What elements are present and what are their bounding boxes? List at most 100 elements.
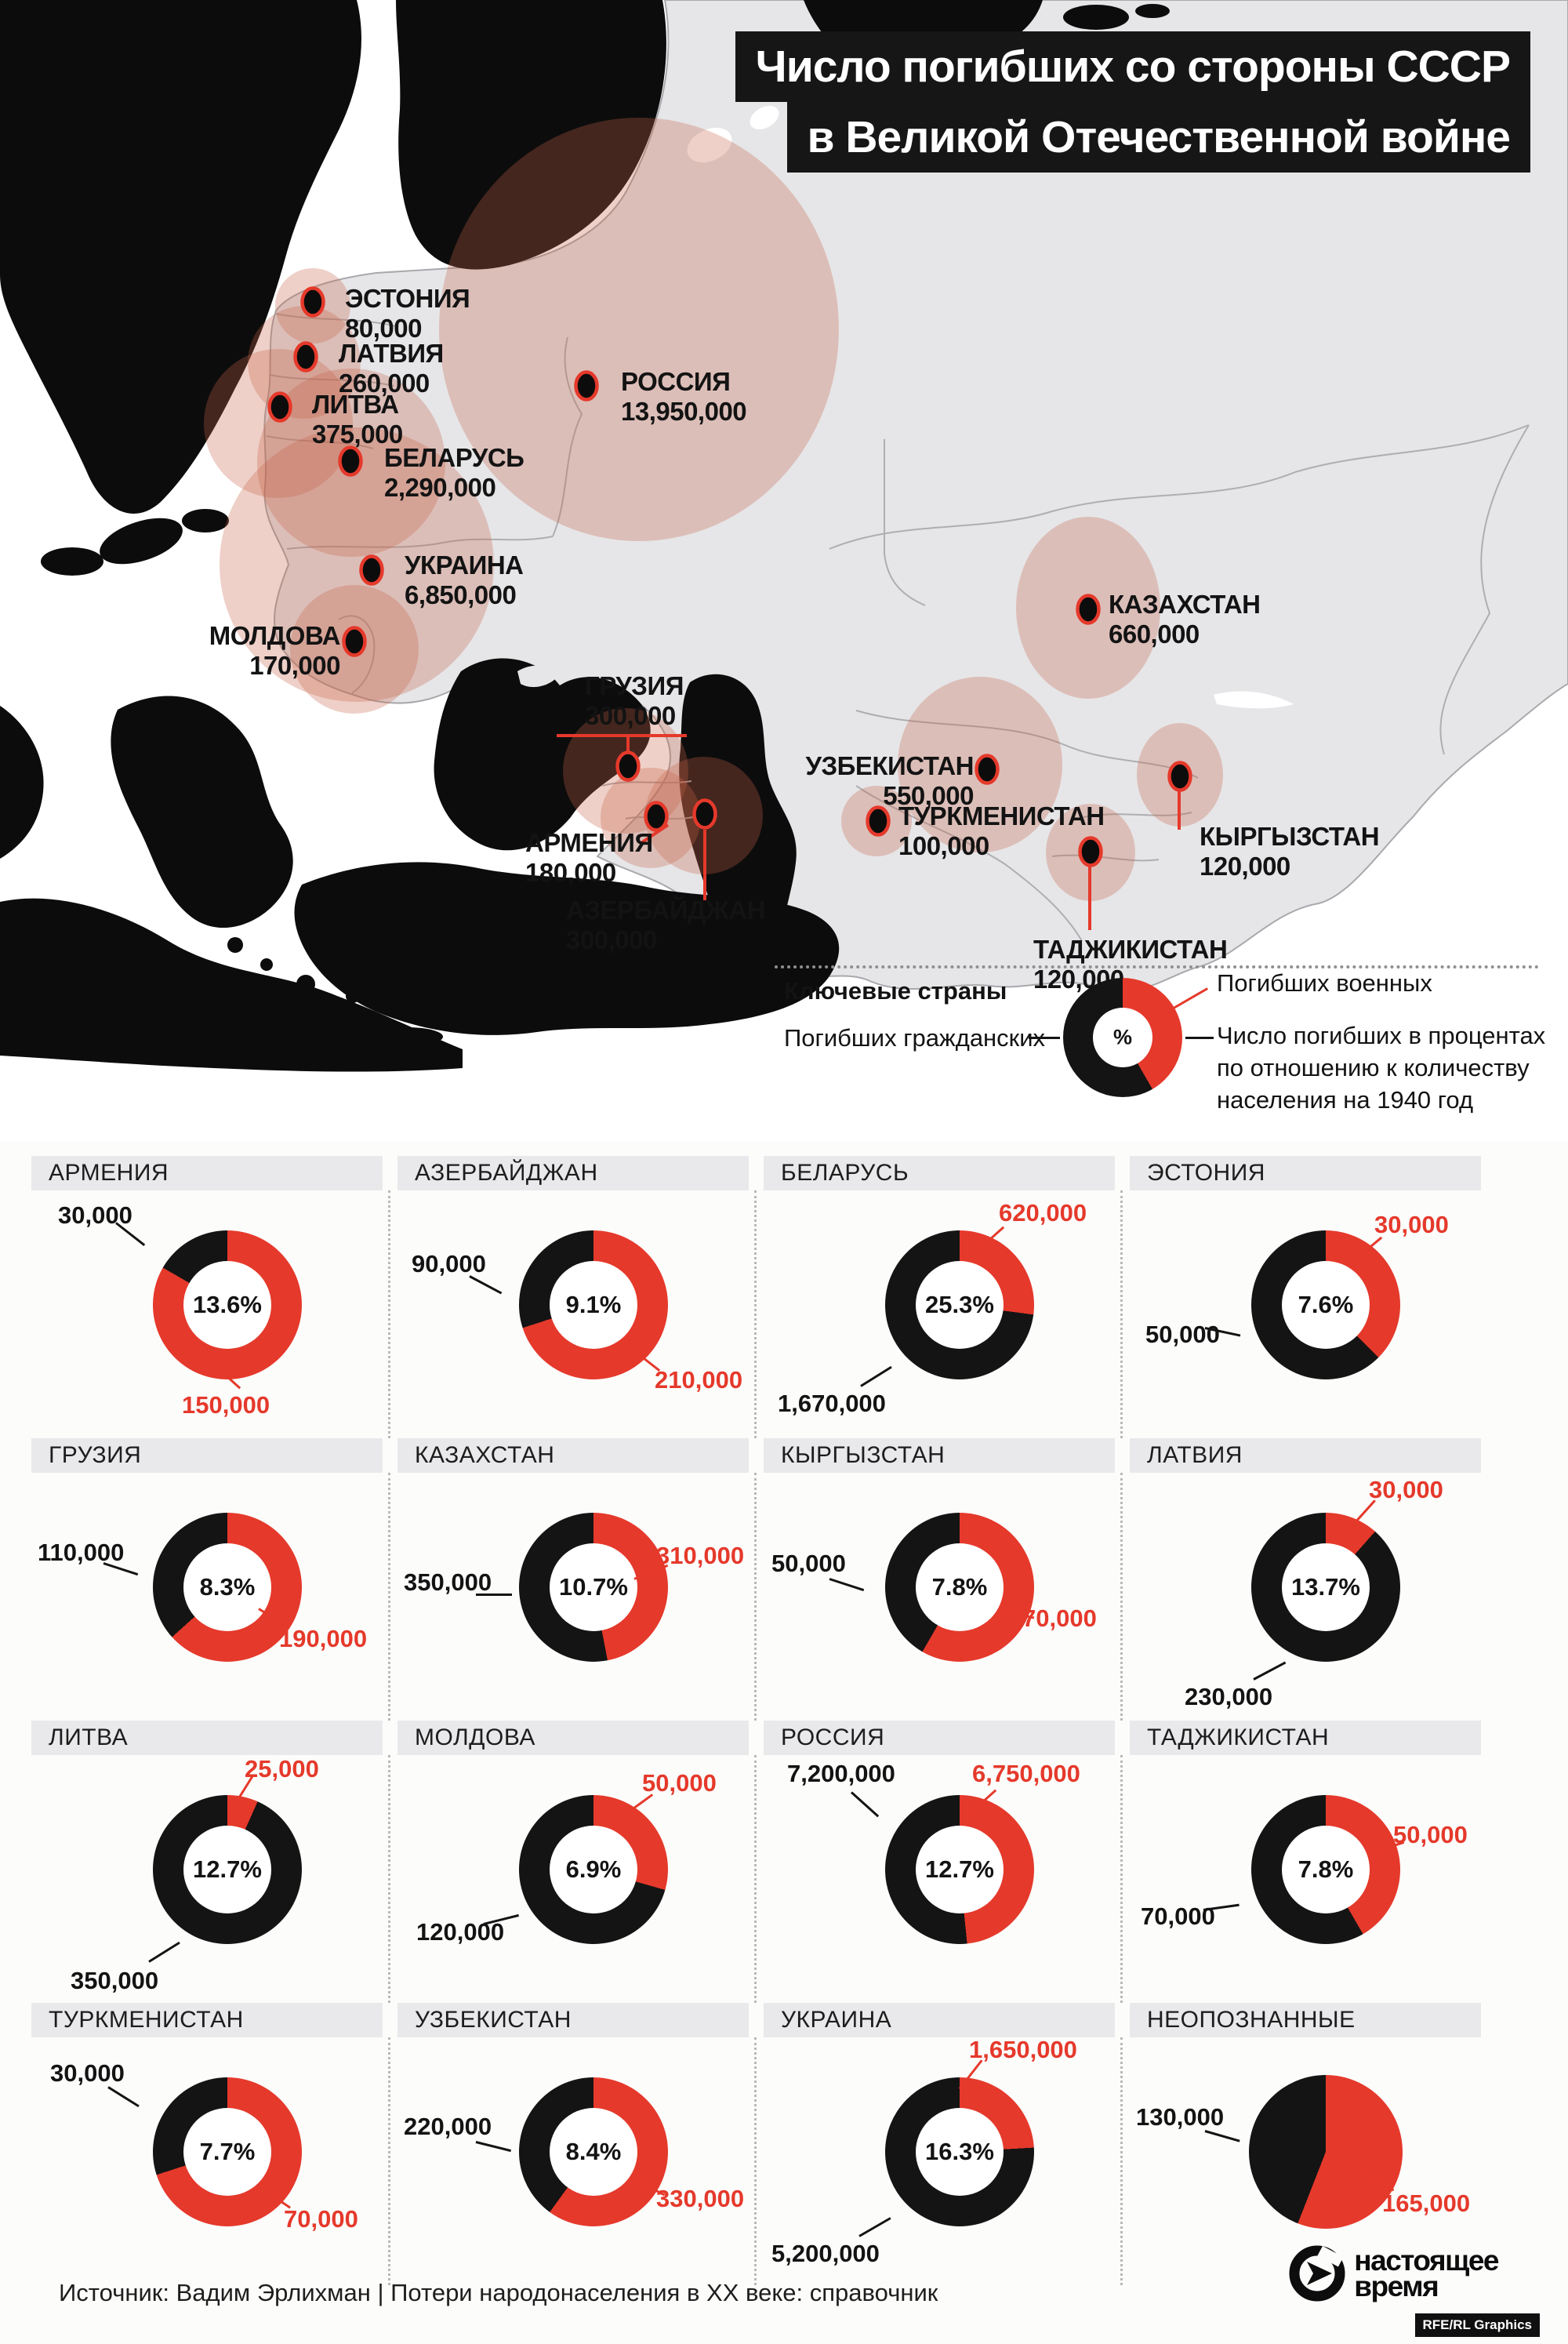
military-value-label: 30,000: [1374, 1211, 1449, 1238]
military-value-label: 30,000: [1369, 1476, 1443, 1503]
leader-line: [1253, 1661, 1287, 1681]
civilian-value-label: 350,000: [404, 1568, 492, 1596]
logo-text: настоящее время: [1354, 2244, 1499, 2302]
map-label-azerbaijan: АЗЕРБАЙДЖАН 300,000: [566, 896, 766, 954]
rferl-credit: RFE/RL Graphics: [1414, 2313, 1540, 2337]
legend-donut-sample: [1063, 978, 1182, 1097]
finland-land: [396, 0, 666, 270]
donut-chart: [519, 1795, 668, 1944]
republic-borders: [266, 313, 1530, 942]
dot-latvia: [293, 341, 318, 372]
pie-chart: [1249, 2075, 1403, 2229]
country-cell-georgia: ГРУЗИЯ 8.3% 110,000 190,000: [31, 1438, 383, 1721]
current-time-logo: настоящее время: [1288, 2244, 1499, 2302]
column-divider: [1120, 1473, 1123, 1721]
military-value-label: 210,000: [655, 1366, 743, 1394]
percent-label: 7.8%: [931, 1573, 988, 1601]
dot-ukraine: [359, 554, 384, 586]
country-cell-unidentified: НЕОПОЗНАННЫЕ 130,000 165,000: [1130, 2003, 1481, 2285]
europe-ussr-map: [0, 0, 1568, 1141]
military-value-label: 620,000: [999, 1199, 1087, 1227]
italy-adriatic: [0, 706, 44, 859]
legend-key-countries: Ключевые страны: [784, 977, 1007, 1005]
leader-line: [107, 2086, 140, 2108]
map-label-estonia: ЭСТОНИЯ 80,000: [345, 284, 470, 343]
percent-label: 8.3%: [199, 1573, 256, 1601]
country-cell-uzbekistan: УЗБЕКИСТАН 8.4% 220,000 330,000: [397, 2003, 749, 2285]
map-label-ukraine: УКРАИНА 6,850,000: [405, 551, 524, 609]
legend-civilian-label: Погибших гражданских: [784, 1024, 1046, 1052]
civilian-value-label: 50,000: [1145, 1321, 1220, 1348]
leader-line: [850, 1791, 880, 1818]
leader-line: [475, 2141, 511, 2153]
donut-chart: [153, 1513, 302, 1662]
cell-header: УКРАИНА: [764, 2003, 1115, 2037]
cell-header: ТУРКМЕНИСТАН: [31, 2003, 383, 2037]
leader-line: [476, 1594, 512, 1596]
donut-chart: [1251, 1795, 1400, 1944]
percent-label: 13.7%: [1291, 1573, 1360, 1601]
donut-chart: [153, 2077, 302, 2226]
civilian-value-label: 1,670,000: [778, 1390, 886, 1417]
dot-armenia: [644, 801, 669, 832]
leader-line: [860, 1365, 892, 1387]
civilian-value-label: 5,200,000: [771, 2240, 880, 2267]
column-divider: [1120, 1755, 1123, 2003]
legend-percent-symbol: %: [1112, 1025, 1133, 1049]
dot-lithuania: [267, 391, 292, 423]
country-cell-kazakhstan: КАЗАХСТАН 10.7% 350,000 310,000: [397, 1438, 749, 1721]
donut-chart: [1251, 1513, 1400, 1662]
percent-label: 13.6%: [193, 1291, 262, 1318]
legend-line-civilian: [1029, 1037, 1060, 1039]
country-cell-latvia: ЛАТВИЯ 13.7% 30,000 230,000: [1130, 1438, 1481, 1721]
civilian-value-label: 50,000: [771, 1550, 846, 1577]
leader-line: [829, 1578, 865, 1592]
civilian-value-label: 130,000: [1136, 2103, 1225, 2131]
map-label-turkmenistan: ТУРКМЕНИСТАН 100,000: [898, 801, 1105, 860]
dot-azerbaijan: [692, 798, 717, 830]
legend-percent-note: Число погибших в процентах по отношению …: [1217, 1022, 1546, 1114]
leader-line: [148, 1941, 180, 1963]
source-text: Источник: Вадим Эрлихман | Потери народо…: [59, 2279, 938, 2306]
military-value-label: 25,000: [245, 1755, 319, 1783]
donut-chart: [519, 2077, 668, 2226]
caspian-sea: [679, 674, 797, 998]
title-line-2: в Великой Отечественной войне: [786, 101, 1530, 173]
percent-label: 10.7%: [559, 1573, 628, 1601]
civilian-value-label: 350,000: [71, 1967, 159, 1994]
country-cell-turkmenistan: ТУРКМЕНИСТАН 7.7% 30,000 70,000: [31, 2003, 383, 2285]
military-value-label: 70,000: [284, 2205, 358, 2233]
cell-header: УЗБЕКИСТАН: [397, 2003, 749, 2037]
military-value-label: 330,000: [656, 2185, 745, 2212]
cell-header: НЕОПОЗНАННЫЕ: [1130, 2003, 1481, 2037]
legend-divider: [775, 965, 1539, 968]
country-cell-armenia: АРМЕНИЯ 13.6% 30,000 150,000: [31, 1156, 383, 1438]
cell-header: ЛИТВА: [31, 1721, 383, 1755]
map-label-lithuania: ЛИТВА 375,000: [312, 390, 403, 449]
legend-military-label: Погибших военных: [1217, 969, 1432, 997]
map-label-georgia: ГРУЗИЯ 300,000: [585, 671, 684, 730]
cell-header: ЛАТВИЯ: [1130, 1438, 1481, 1473]
turkey-anatolia: [294, 862, 840, 1035]
country-cell-belarus: БЕЛАРУСЬ 25.3% 620,000 1,670,000: [764, 1156, 1115, 1438]
dot-kyrgyzstan: [1167, 761, 1192, 792]
cell-header: АРМЕНИЯ: [31, 1156, 383, 1190]
column-divider: [1120, 2037, 1123, 2285]
column-divider: [754, 2037, 757, 2285]
balkans-greece: [111, 696, 293, 929]
military-value-label: 70,000: [1022, 1604, 1097, 1632]
ussr-territory: [263, 0, 1568, 993]
military-value-label: 165,000: [1382, 2190, 1471, 2217]
crimea-peninsula: [517, 665, 558, 688]
donut-chart: [519, 1513, 668, 1662]
military-value-label: 1,650,000: [969, 2036, 1077, 2063]
civilian-value-label: 220,000: [404, 2113, 492, 2140]
column-divider: [388, 1755, 390, 2003]
percent-label: 16.3%: [925, 2138, 994, 2165]
cell-header: ГРУЗИЯ: [31, 1438, 383, 1473]
percent-label: 12.7%: [925, 1855, 994, 1883]
civilian-value-label: 90,000: [412, 1250, 486, 1277]
column-divider: [388, 1190, 390, 1438]
dot-tajikistan: [1078, 836, 1103, 867]
